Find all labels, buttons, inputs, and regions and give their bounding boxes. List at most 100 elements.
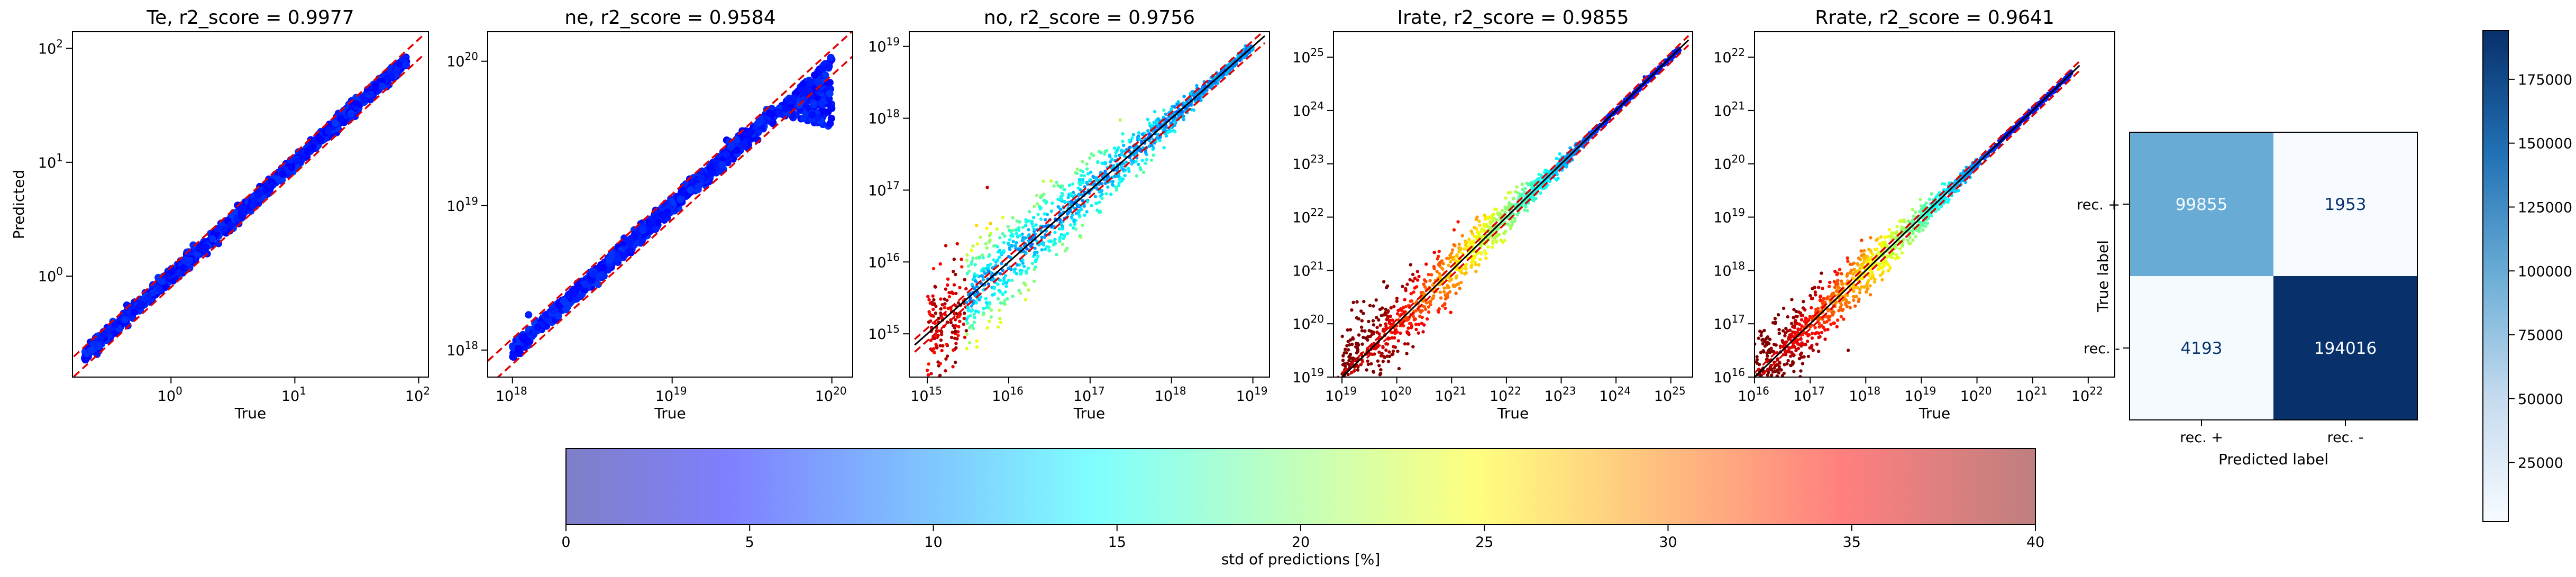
no-point (1121, 168, 1125, 171)
no-point (1094, 177, 1098, 181)
no-point (964, 287, 968, 291)
no-point (1092, 153, 1095, 157)
no-point (1103, 181, 1108, 185)
no-point (998, 308, 1001, 312)
irate-point (1348, 343, 1351, 347)
no-point (1117, 146, 1120, 150)
te-point (279, 170, 287, 178)
no-point (927, 298, 931, 301)
ne-point (599, 264, 607, 271)
te-point (226, 221, 234, 229)
no-point (931, 294, 935, 298)
irate-point (1493, 207, 1497, 211)
no-point (1012, 270, 1017, 274)
irate-point (1523, 187, 1527, 190)
ne-point (638, 236, 646, 244)
no-point (945, 298, 949, 302)
no-point (1053, 242, 1057, 245)
irate-point (1415, 278, 1420, 282)
no-point (1075, 167, 1079, 171)
no-point (966, 264, 971, 268)
no-x-tick-label: 1015 (910, 384, 942, 405)
no-point (975, 242, 980, 246)
ne-point (597, 271, 605, 279)
ne-point (627, 246, 635, 254)
no-point (1104, 192, 1108, 196)
no-point (966, 305, 970, 309)
irate-point (1395, 312, 1400, 316)
no-point (1062, 236, 1065, 241)
ne-point (775, 108, 783, 116)
no-point (1053, 231, 1057, 234)
no-point (965, 253, 969, 257)
no-point (1055, 253, 1058, 257)
no-point (939, 307, 943, 311)
no-point (976, 310, 981, 314)
ne-title: ne, r2_score = 0.9584 (564, 7, 775, 29)
no-point (1002, 301, 1006, 305)
no-point (1077, 178, 1082, 181)
irate-point (1404, 287, 1408, 291)
irate-point (1409, 263, 1412, 267)
no-point (1127, 169, 1131, 173)
no-point (1095, 186, 1099, 190)
irate-point (1417, 323, 1421, 326)
no-point (1075, 171, 1079, 175)
no-point (1173, 105, 1177, 109)
te-point (337, 115, 345, 123)
no-point (1033, 253, 1037, 257)
no-point (1085, 200, 1090, 204)
no-point (1081, 160, 1084, 163)
irate-point (1379, 368, 1383, 372)
no-point (1198, 96, 1201, 100)
no-point (930, 300, 934, 305)
no-point (984, 301, 989, 305)
no-point (932, 347, 936, 351)
no-point (940, 349, 944, 352)
no-point (988, 301, 992, 305)
no-point (965, 272, 969, 276)
te-point (274, 175, 282, 183)
no-point (1002, 249, 1006, 253)
no-point (1162, 146, 1166, 150)
irate-point (1346, 372, 1350, 377)
no-point (988, 234, 992, 237)
no-point (989, 315, 993, 319)
no-point (1078, 234, 1082, 237)
irate-point (1387, 350, 1391, 354)
no-point (1140, 132, 1144, 136)
te-point (144, 294, 152, 302)
no-point (996, 258, 1000, 262)
no-point (1067, 184, 1072, 187)
te-point (111, 321, 119, 329)
no-point (1024, 224, 1028, 227)
ne-point (658, 210, 666, 218)
irate-point (1378, 379, 1381, 382)
ne-point (824, 108, 832, 116)
no-point (971, 301, 975, 306)
irate-point (1391, 350, 1395, 353)
ne-frame (487, 31, 853, 378)
no-point (1236, 53, 1240, 58)
no-point (1001, 232, 1004, 236)
te-point (100, 330, 108, 337)
irate-point (1523, 208, 1527, 212)
no-point (953, 312, 956, 316)
ne-xlabel: True (654, 405, 686, 422)
no-x-tick-label: 1016 (992, 384, 1024, 405)
ne-point (733, 146, 741, 154)
no-point (963, 312, 966, 315)
te-point (88, 346, 96, 354)
no-point (980, 274, 984, 278)
irate-point (1432, 265, 1436, 269)
te-point (299, 153, 307, 161)
no-point (989, 262, 992, 266)
no-point (1127, 167, 1130, 171)
ne-point (534, 323, 542, 331)
no-point (956, 330, 960, 334)
no-point (1095, 208, 1099, 212)
no-frame (909, 31, 1270, 378)
no-point (1011, 240, 1016, 244)
irate-point (1449, 310, 1453, 314)
